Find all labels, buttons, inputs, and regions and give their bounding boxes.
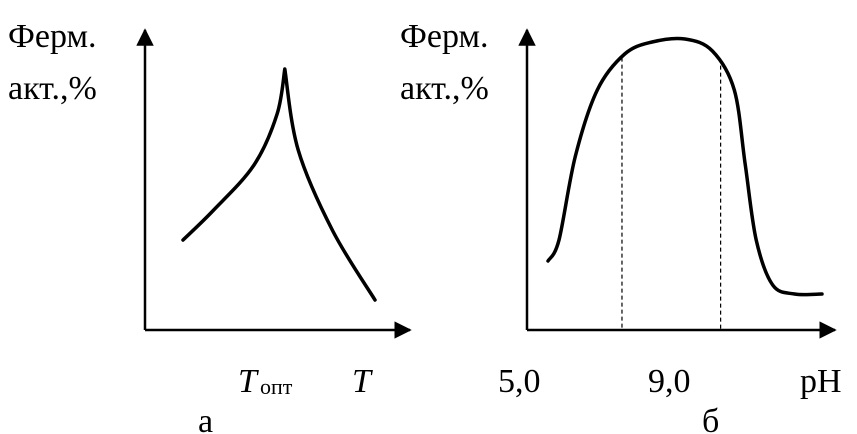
- chart-b-x-tick-1: 5,0: [498, 363, 541, 400]
- chart-a: Ферм. акт.,% T опт T а: [8, 18, 412, 434]
- chart-b-xlabel: pH: [800, 363, 842, 400]
- chart-a-xlabel: T: [352, 363, 373, 400]
- chart-a-x-tick-main: T: [238, 363, 259, 400]
- chart-b-curve: [546, 36, 824, 297]
- chart-b-ylabel-line2: акт.,%: [400, 70, 489, 107]
- chart-a-curve: [181, 67, 377, 302]
- chart-b-ylabel-line1: Ферм.: [400, 18, 488, 55]
- chart-a-x-tick-sub: опт: [260, 374, 293, 399]
- chart-a-panel-label: а: [198, 403, 213, 434]
- chart-b: Ферм. акт.,% 5,0 9,0 pH б: [400, 18, 842, 434]
- chart-a-ylabel-line1: Ферм.: [8, 18, 96, 55]
- chart-a-ylabel-line2: акт.,%: [8, 70, 97, 107]
- chart-b-panel-label: б: [702, 403, 719, 434]
- chart-b-x-tick-2: 9,0: [648, 363, 691, 400]
